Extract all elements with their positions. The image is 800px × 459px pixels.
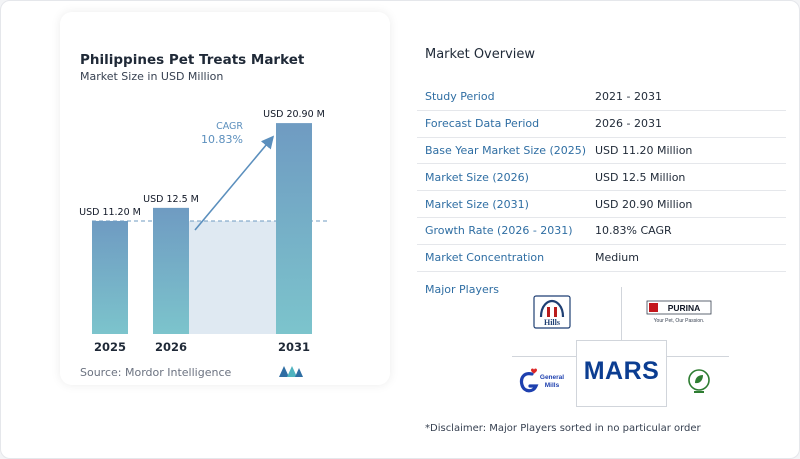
table-row: Base Year Market Size (2025) USD 11.20 M… [417, 138, 786, 165]
disclaimer: *Disclaimer: Major Players sorted in no … [425, 423, 701, 434]
row-value: 10.83% CAGR [595, 224, 672, 238]
bar-2026 [153, 207, 189, 334]
overview-table: Study Period 2021 - 2031 Forecast Data P… [417, 84, 786, 272]
hills-logo-icon: Hills [533, 295, 571, 329]
x-tick-label-2025: 2025 [94, 340, 126, 354]
divider [667, 356, 729, 357]
hills-logo-text: Hills [544, 318, 560, 327]
row-key: Study Period [425, 90, 495, 104]
general-mills-logo-icon: General Mills [519, 368, 564, 393]
mordor-intelligence-logo-icon [279, 366, 303, 377]
x-tick-label-2031: 2031 [278, 340, 310, 354]
table-row: Growth Rate (2026 - 2031) 10.83% CAGR [417, 218, 786, 245]
mars-logo-text: MARS [583, 357, 660, 385]
row-value: USD 11.20 Million [595, 143, 693, 157]
row-key: Growth Rate (2026 - 2031) [425, 224, 573, 238]
divider [512, 356, 576, 357]
general-mills-line1: General [540, 374, 564, 381]
purina-logo-icon: PURINA Your Pet, Our Passion. [646, 300, 712, 324]
row-value: Medium [595, 251, 639, 265]
row-value: 2026 - 2031 [595, 117, 662, 131]
data-label-2031: USD 20.90 M [263, 109, 325, 120]
mars-logo-box [576, 340, 667, 407]
row-value: USD 12.5 Million [595, 170, 686, 184]
bar-2031 [276, 123, 312, 334]
table-row: Forecast Data Period 2026 - 2031 [417, 111, 786, 138]
table-row: Market Concentration Medium [417, 245, 786, 272]
row-key: Market Concentration [425, 251, 545, 265]
data-label-2026: USD 12.5 M [143, 194, 199, 205]
row-key: Market Size (2031) [425, 197, 529, 211]
table-row: Market Size (2031) USD 20.90 Million [417, 191, 786, 218]
purina-logo-text: PURINA [668, 303, 701, 313]
overview-title: Market Overview [425, 47, 536, 62]
major-players-title: Major Players [425, 283, 499, 296]
cagr-value: 10.83% [201, 133, 243, 146]
chart-title: Philippines Pet Treats Market [80, 52, 305, 68]
row-value: 2021 - 2031 [595, 90, 662, 104]
table-row: Study Period 2021 - 2031 [417, 84, 786, 111]
green-brand-logo-icon [688, 369, 710, 393]
general-mills-line2: Mills [545, 382, 560, 389]
chart-subtitle: Market Size in USD Million [80, 70, 224, 83]
bar-2025 [92, 220, 128, 334]
row-key: Market Size (2026) [425, 170, 529, 184]
row-key: Forecast Data Period [425, 117, 540, 131]
x-tick-label-2026: 2026 [155, 340, 187, 354]
row-key: Base Year Market Size (2025) [425, 143, 587, 157]
bar-chart: USD 11.20 M 2025 USD 12.5 M 2026 USD 20.90 M… [79, 109, 330, 354]
row-value: USD 20.90 Million [595, 197, 693, 211]
cagr-label: CAGR [216, 121, 243, 132]
table-row: Market Size (2026) USD 12.5 Million [417, 164, 786, 192]
divider [621, 287, 622, 341]
source-note: Source: Mordor Intelligence [80, 366, 232, 379]
purina-tagline: Your Pet, Our Passion. [654, 318, 705, 324]
data-label-2025: USD 11.20 M [79, 207, 141, 218]
cagr-arrow [194, 135, 275, 231]
